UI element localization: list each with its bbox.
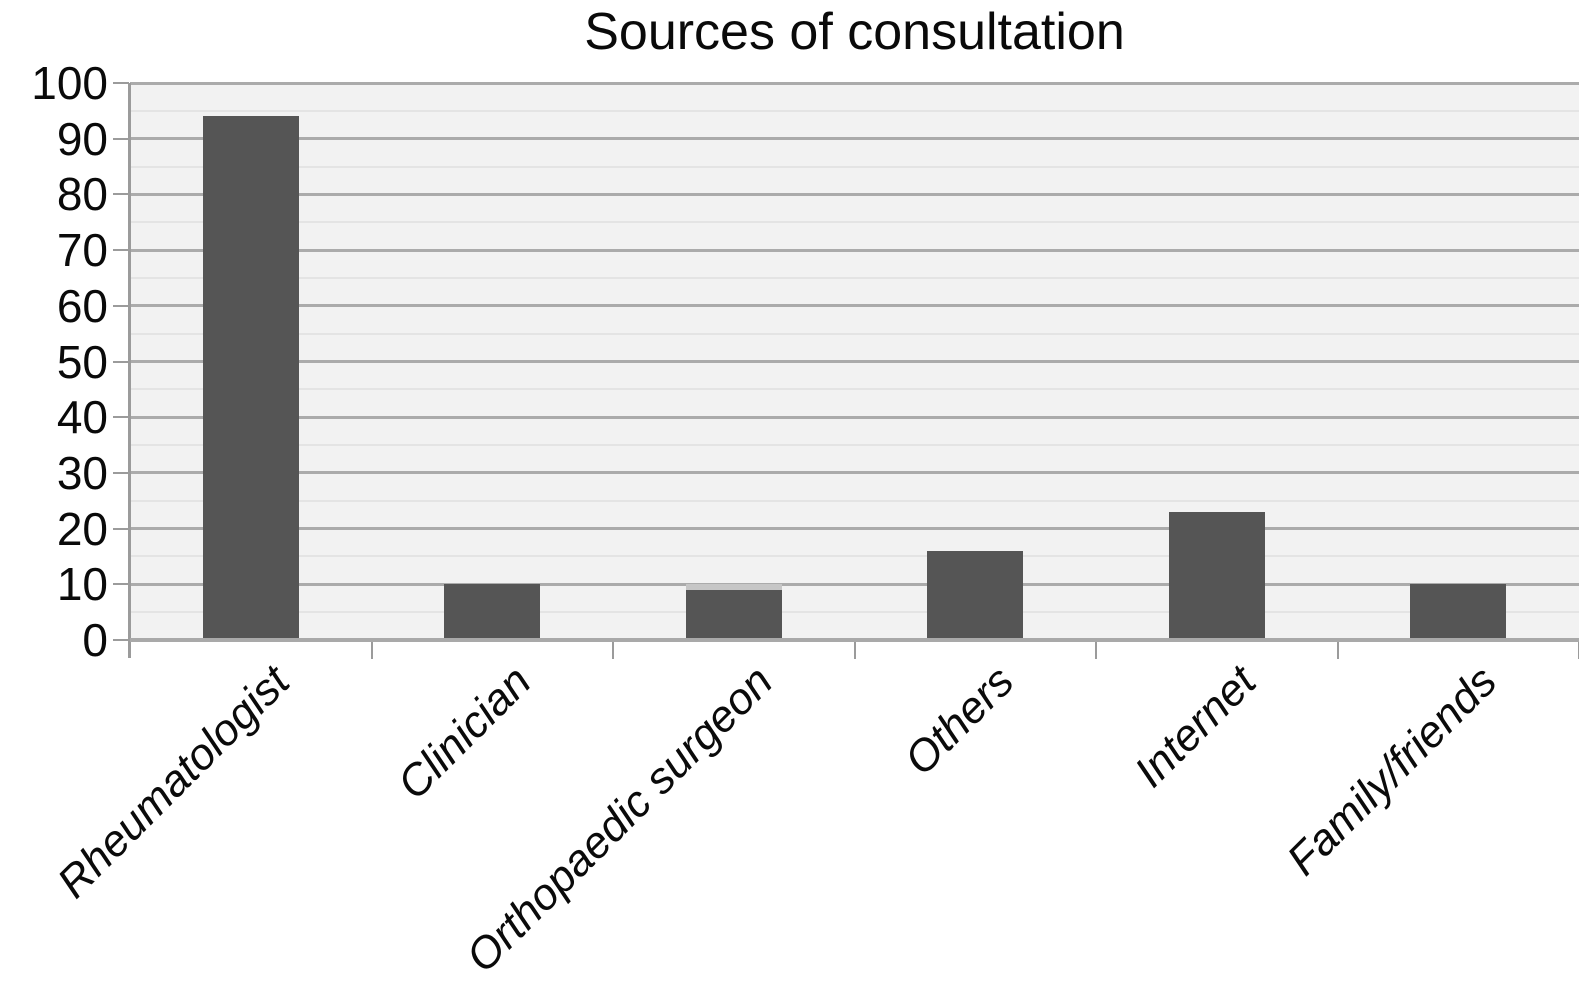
y-tick-label: 0	[82, 614, 108, 666]
bar-internet	[1168, 511, 1265, 640]
bar-family-friends	[1410, 584, 1507, 640]
minor-gridline	[130, 109, 1579, 112]
minor-gridline	[130, 555, 1579, 558]
major-gridline	[130, 248, 1579, 252]
y-axis-line	[128, 83, 131, 658]
major-gridline	[130, 527, 1579, 531]
minor-gridline	[130, 165, 1579, 168]
x-axis-tick	[370, 642, 373, 659]
major-gridline	[130, 81, 1579, 85]
y-axis-tick	[113, 304, 129, 307]
y-axis-tick	[113, 193, 129, 196]
x-axis-label-clinician: Clinician	[388, 656, 541, 809]
y-axis-tick	[113, 82, 129, 84]
y-axis-tick	[113, 639, 129, 641]
bar-others	[927, 550, 1024, 640]
y-axis-tick	[113, 137, 129, 140]
y-tick-label: 70	[56, 224, 108, 277]
x-axis-label-rheumatologist: Rheumatologist	[48, 656, 299, 908]
minor-gridline	[130, 221, 1579, 224]
y-tick-label: 50	[56, 335, 108, 388]
x-axis-label-family-friends: Family/friends	[1278, 656, 1507, 885]
bar-rheumatologist	[202, 116, 299, 640]
x-axis-line	[130, 638, 1579, 642]
y-tick-label: 80	[56, 168, 108, 221]
y-axis-tick	[113, 416, 129, 419]
y-axis-tick	[113, 360, 129, 363]
y-axis-tick	[113, 249, 129, 252]
y-axis-tick	[113, 583, 129, 586]
chart-title: Sources of consultation	[584, 3, 1125, 61]
y-tick-label: 20	[56, 502, 108, 555]
minor-gridline	[130, 499, 1579, 502]
minor-gridline	[130, 332, 1579, 335]
y-tick-label: 100	[31, 57, 108, 109]
y-tick-label: 10	[56, 558, 108, 611]
x-axis-tick	[853, 642, 856, 659]
major-gridline	[130, 360, 1579, 363]
y-tick-label: 60	[56, 279, 108, 332]
y-tick-label: 90	[56, 112, 108, 165]
minor-gridline	[130, 388, 1579, 391]
minor-gridline	[130, 444, 1579, 447]
minor-gridline	[130, 611, 1579, 614]
bar-orthopaedic-surgeon	[685, 589, 782, 640]
major-gridline	[130, 582, 1579, 586]
major-gridline	[130, 415, 1579, 419]
bar-clinician	[444, 584, 541, 640]
y-tick-label: 40	[56, 391, 108, 444]
major-gridline	[130, 192, 1579, 196]
x-axis-label-others: Others	[895, 656, 1024, 785]
minor-gridline	[130, 276, 1579, 279]
x-axis-tick	[612, 642, 614, 659]
y-axis-tick	[113, 471, 129, 474]
major-gridline	[130, 137, 1579, 141]
x-axis-tick	[1336, 642, 1339, 659]
x-axis-tick	[1095, 642, 1097, 659]
x-axis-label-internet: Internet	[1124, 656, 1265, 797]
major-gridline	[130, 471, 1579, 475]
major-gridline	[130, 304, 1579, 308]
y-tick-label: 30	[56, 446, 108, 499]
y-axis-tick	[113, 527, 129, 530]
plot-area	[130, 81, 1579, 640]
